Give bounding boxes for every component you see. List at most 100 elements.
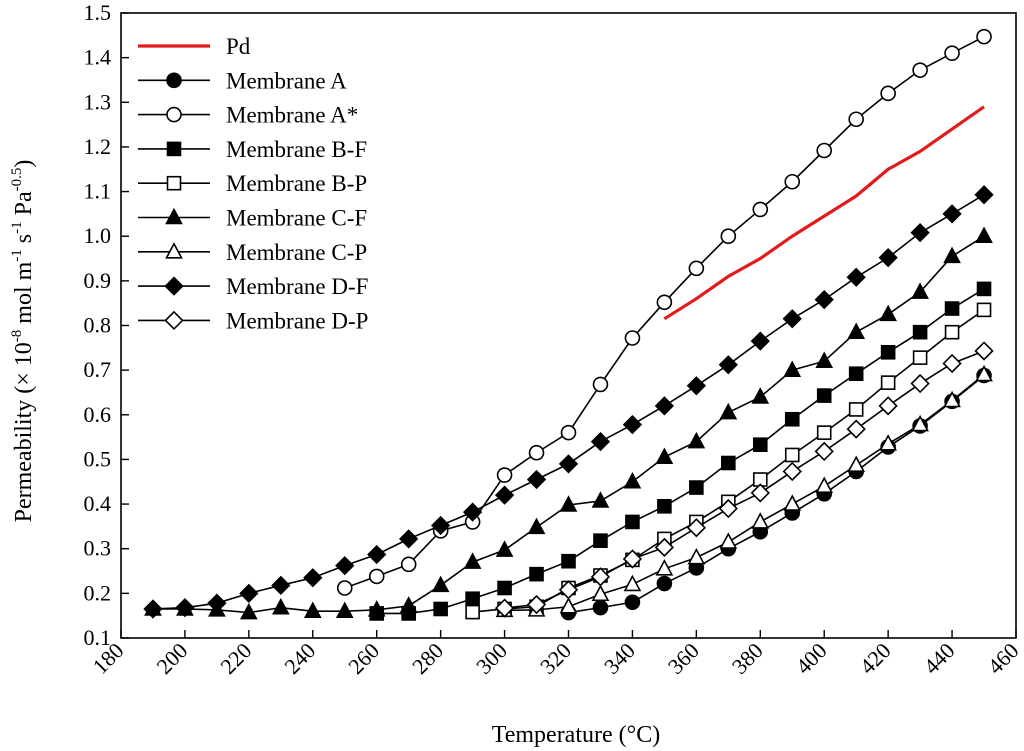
data-point (721, 455, 736, 471)
data-point (494, 598, 515, 618)
y-tick-label: 0.5 (84, 446, 112, 471)
series-membrane-a (560, 367, 992, 621)
series-membrane-a-star (336, 28, 992, 596)
legend-label: Membrane A (226, 68, 347, 93)
data-point (431, 515, 451, 536)
x-tick-label: 240 (279, 638, 320, 679)
x-tick-label: 360 (663, 638, 704, 679)
data-point (911, 414, 929, 432)
data-point (591, 491, 610, 508)
x-tick-label: 380 (727, 638, 768, 679)
data-point (944, 301, 960, 316)
legend-entry: Membrane D-P (138, 308, 368, 333)
data-point (657, 499, 672, 514)
data-point (815, 351, 834, 369)
data-point (526, 469, 547, 490)
y-axis-title-mid2: s (11, 234, 37, 249)
data-point (848, 366, 864, 382)
data-point (976, 28, 992, 45)
data-point (688, 260, 705, 277)
data-point (720, 228, 737, 245)
legend-label: Membrane B-F (226, 137, 367, 162)
data-point (976, 281, 992, 297)
data-point (336, 580, 353, 596)
x-tick-label: 440 (919, 638, 960, 679)
data-point (624, 330, 641, 346)
data-point (879, 304, 897, 322)
y-tick-label: 1.2 (84, 134, 112, 159)
data-point (399, 529, 419, 549)
data-point (751, 512, 770, 529)
data-point (592, 599, 609, 616)
data-point (622, 549, 643, 569)
data-point (848, 111, 864, 128)
x-tick-label: 400 (791, 638, 832, 679)
legend: Pd Membrane A Membrane A* Membrane B-F Membr… (138, 34, 368, 333)
data-point (431, 575, 450, 593)
y-axis-title-prefix: Permeability (× 10 (11, 342, 37, 522)
legend-entry: Membrane A (138, 68, 347, 93)
data-point (974, 185, 994, 205)
x-tick-label: 220 (215, 638, 256, 679)
data-point (815, 476, 834, 494)
y-axis-title-exp2: -1 (9, 249, 25, 262)
legend-label: Membrane A* (226, 103, 358, 128)
data-point (718, 498, 738, 519)
data-point (303, 601, 322, 619)
data-point (590, 567, 611, 587)
legend-label: Membrane D-F (226, 274, 368, 299)
data-point (784, 173, 801, 190)
data-point (942, 204, 962, 224)
data-point (878, 396, 898, 416)
data-point (590, 431, 611, 452)
legend-marker (165, 207, 183, 225)
data-point (591, 584, 610, 602)
data-point (910, 223, 930, 243)
data-point (847, 455, 866, 473)
legend-label: Membrane D-P (226, 308, 368, 333)
data-point (240, 602, 258, 620)
data-point (558, 454, 579, 474)
legend-entry: Membrane D-F (138, 274, 368, 299)
data-point (750, 483, 770, 503)
y-tick-label: 1.0 (84, 223, 112, 248)
data-point (239, 583, 259, 603)
data-point (465, 604, 480, 620)
data-point (497, 580, 512, 596)
data-point (367, 600, 386, 617)
y-axis-title: Permeability (× 10-8 mol m-1 s-1 Pa-0.5) (9, 160, 37, 523)
data-point (559, 495, 578, 512)
data-point (593, 533, 608, 548)
series-line (663, 105, 985, 321)
data-point (816, 388, 832, 403)
legend-marker (165, 242, 183, 259)
data-point (942, 353, 962, 374)
data-point (944, 324, 960, 340)
legend-entry: Membrane C-P (138, 240, 367, 265)
x-tick-label: 420 (855, 638, 896, 679)
y-tick-label: 0.4 (84, 491, 112, 516)
y-tick-label: 0.3 (84, 536, 112, 561)
data-point (880, 85, 896, 102)
data-point (718, 355, 738, 375)
y-tick-label: 0.2 (84, 580, 112, 605)
data-point (847, 322, 866, 339)
legend-entry: Membrane B-F (138, 137, 367, 162)
data-point (462, 502, 483, 522)
data-point (559, 597, 578, 614)
data-point (783, 360, 802, 377)
data-point (783, 494, 802, 511)
series-line (568, 374, 985, 614)
y-axis-title-mid1: mol m (11, 261, 37, 329)
data-point (654, 537, 675, 558)
data-point (689, 480, 704, 495)
data-point (879, 434, 897, 451)
y-tick-label: 0.9 (84, 268, 112, 293)
data-point (143, 599, 163, 619)
data-point (465, 591, 480, 607)
data-point (751, 387, 770, 404)
series-membrane-d-f (143, 185, 994, 619)
series-line (504, 373, 985, 612)
data-point (719, 532, 738, 549)
data-point (975, 364, 993, 382)
